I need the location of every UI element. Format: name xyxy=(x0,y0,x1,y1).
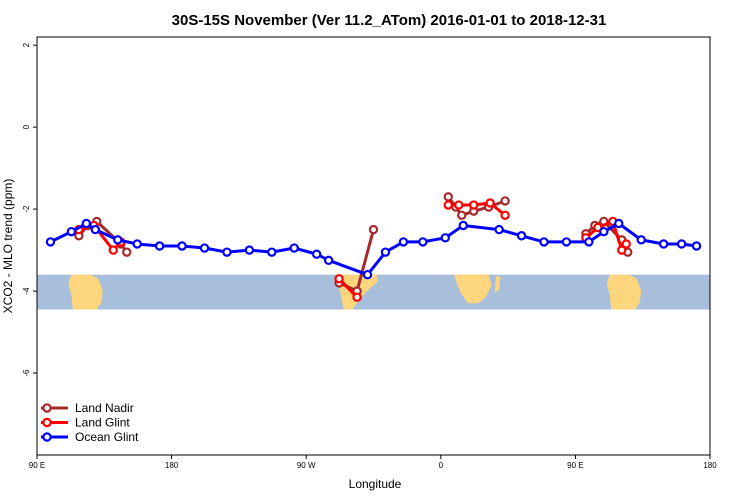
ocean-glint-point xyxy=(177,241,187,251)
x-tick-label: 180 xyxy=(165,461,179,470)
ocean-glint-point xyxy=(199,243,210,253)
legend-item-land-nadir: Land Nadir xyxy=(41,401,134,415)
ocean-glint-point xyxy=(81,218,92,229)
y-axis: 2 0 -2 -4 -6 xyxy=(22,42,37,377)
land-glint-point xyxy=(500,210,510,220)
x-tick-label: 90 E xyxy=(567,461,583,470)
x-tick-label: 90 W xyxy=(297,461,316,470)
land-glint-point xyxy=(469,200,479,210)
land-glint-point xyxy=(352,292,362,302)
chart-title: 30S-15S November (Ver 11.2_ATom) 2016-01… xyxy=(172,12,607,29)
ocean-glint-point xyxy=(66,226,77,237)
ocean-glint-point xyxy=(362,269,373,280)
ocean-glint-point xyxy=(539,237,549,247)
x-axis: 90 E 180 90 W 0 90 E 180 xyxy=(29,455,717,470)
ocean-glint-point xyxy=(323,255,334,266)
ocean-glint-point xyxy=(45,237,56,247)
land-nadir-point xyxy=(122,247,132,257)
land-glint-point xyxy=(621,239,631,249)
ocean-glint-point xyxy=(561,237,572,247)
ocean-glint-point xyxy=(289,243,299,253)
y-tick-label: 0 xyxy=(22,124,31,129)
ocean-glint-point xyxy=(584,237,594,247)
land-glint-point xyxy=(334,274,344,284)
y-tick-label: -2 xyxy=(22,205,31,213)
y-axis-label: XCO2 - MLO trend (ppm) xyxy=(1,179,15,314)
ocean-glint-point xyxy=(614,218,624,229)
land-nadir-point xyxy=(368,224,379,235)
ocean-glint-point xyxy=(599,226,609,237)
legend-swatch-marker xyxy=(42,432,52,442)
land-glint-point xyxy=(443,200,453,210)
ocean-glint-point xyxy=(222,247,232,257)
ocean-glint-point xyxy=(311,249,322,259)
y-tick-label: 2 xyxy=(22,42,31,47)
ocean-glint-point xyxy=(380,247,391,257)
legend-item-land-glint: Land Glint xyxy=(41,416,130,430)
land-nadir-point xyxy=(500,196,510,206)
ocean-glint-point xyxy=(267,247,277,257)
legend-swatch-marker xyxy=(42,403,52,413)
land-glint-point xyxy=(454,200,464,210)
australia-land-repeat xyxy=(606,274,642,310)
australia-land xyxy=(68,274,103,310)
ocean-glint-point xyxy=(516,231,527,241)
land-nadir-point xyxy=(443,192,453,202)
ocean-glint-point xyxy=(154,241,165,251)
x-tick-label: 0 xyxy=(439,461,444,470)
land-glint-point xyxy=(593,222,603,233)
ocean-glint-point xyxy=(244,245,255,255)
ocean-glint-point xyxy=(90,224,101,235)
x-tick-label: 180 xyxy=(703,461,717,470)
ocean-glint-point xyxy=(458,220,468,231)
ocean-glint-point xyxy=(418,237,428,247)
madagascar-land xyxy=(494,276,501,293)
legend-swatch-marker xyxy=(42,417,52,428)
ocean-glint-point xyxy=(676,239,687,249)
ocean-glint-point xyxy=(398,237,409,247)
ocean-glint-point xyxy=(691,241,702,251)
y-tick-label: -6 xyxy=(22,369,31,377)
ocean-glint-point xyxy=(658,239,669,249)
ocean-glint-point xyxy=(636,235,646,245)
series-layer xyxy=(45,192,702,302)
ocean-glint-point xyxy=(113,235,123,245)
africa-land xyxy=(454,274,492,304)
series-ocean-glint xyxy=(45,218,702,280)
ocean-glint-point xyxy=(494,224,504,235)
ocean-glint-point xyxy=(132,239,142,249)
legend-item-ocean-glint: Ocean Glint xyxy=(41,430,139,444)
ocean-glint-point xyxy=(440,233,450,243)
legend-label: Ocean Glint xyxy=(75,430,139,444)
y-tick-label: -4 xyxy=(22,287,31,295)
legend-label: Land Nadir xyxy=(75,401,134,415)
land-glint-point xyxy=(108,245,118,255)
land-glint-point xyxy=(617,245,627,255)
map-band xyxy=(37,274,710,310)
land-nadir-point xyxy=(457,210,467,220)
legend-label: Land Glint xyxy=(75,416,130,430)
x-tick-label: 90 E xyxy=(29,461,45,470)
plot-frame xyxy=(36,36,711,456)
x-axis-label: Longitude xyxy=(349,477,402,491)
land-glint-point xyxy=(485,198,495,208)
